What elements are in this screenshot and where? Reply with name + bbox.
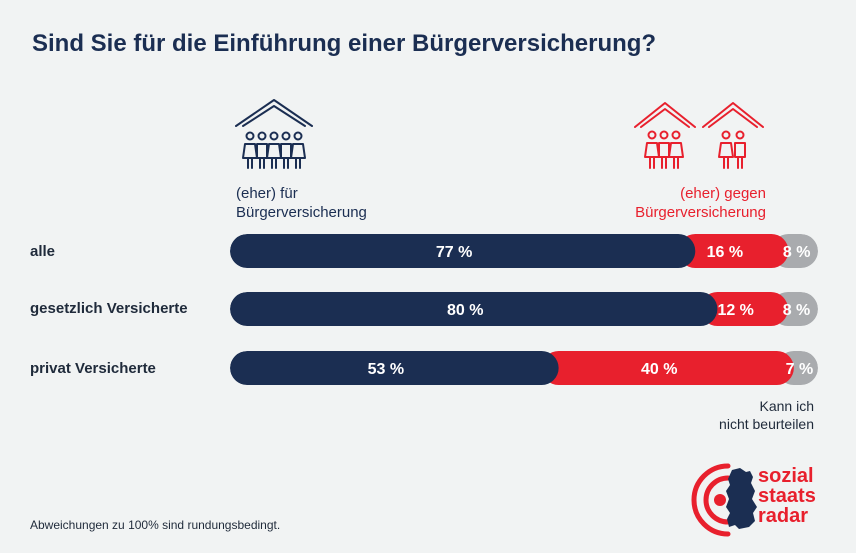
logo-wordmark: sozial staats radar xyxy=(758,466,816,526)
bar-data-label: 7 % xyxy=(786,361,814,378)
footnote: Abweichungen zu 100% sind rundungsbeding… xyxy=(30,518,281,532)
legend-for-line1: (eher) für xyxy=(236,185,298,202)
bar-segment-for xyxy=(230,234,696,268)
bar-data-label: 77 % xyxy=(436,244,472,261)
bar-segment-for xyxy=(230,292,718,326)
logo-line3: radar xyxy=(758,505,809,527)
sozialstaatsradar-logo: sozial staats radar xyxy=(688,460,838,540)
category-label: gesetzlich Versicherte xyxy=(30,300,188,317)
bar-data-label: 53 % xyxy=(368,361,404,378)
legend-for-line2: Bürgerversicherung xyxy=(236,204,367,221)
bar-segment-against xyxy=(700,292,788,326)
bar-segment-against xyxy=(541,351,794,385)
bar-data-label: 40 % xyxy=(641,361,677,378)
house-family-icon xyxy=(235,99,313,169)
legend-cant-line2: nicht beurteilen xyxy=(719,416,814,432)
radar-germany-logo-icon xyxy=(691,463,757,537)
bar-segment-against xyxy=(678,234,789,268)
legend-cant-judge: Kann ich nicht beurteilen xyxy=(719,397,814,433)
logo-line2: staats xyxy=(758,485,816,507)
category-label: privat Versicherte xyxy=(30,360,156,377)
legend-against: (eher) gegen Bürgerversicherung xyxy=(635,184,766,222)
bar-data-label: 16 % xyxy=(707,244,743,261)
legend-against-line1: (eher) gegen xyxy=(680,185,766,202)
legend-for: (eher) für Bürgerversicherung xyxy=(236,184,367,222)
bar-data-label: 80 % xyxy=(447,302,483,319)
category-label: alle xyxy=(30,243,56,260)
legend-against-line2: Bürgerversicherung xyxy=(635,204,766,221)
bar-data-label: 8 % xyxy=(783,244,811,261)
bar-segment-for xyxy=(230,351,559,385)
logo-line1: sozial xyxy=(758,465,814,487)
house-family-icon xyxy=(634,102,764,169)
chart-title: Sind Sie für die Einführung einer Bürger… xyxy=(32,30,657,57)
bar-data-label: 12 % xyxy=(717,302,753,319)
legend-cant-line1: Kann ich xyxy=(759,398,814,414)
bar-data-label: 8 % xyxy=(783,302,811,319)
